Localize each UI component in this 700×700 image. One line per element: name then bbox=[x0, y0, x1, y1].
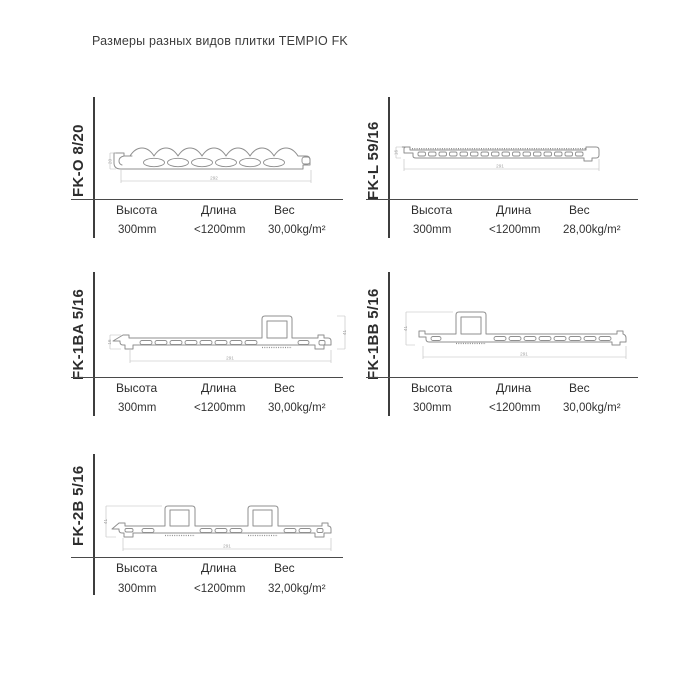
header-weight: Вес bbox=[569, 381, 590, 395]
header-height: Высота bbox=[116, 561, 158, 575]
table-header-row: Высота Длина Вес bbox=[70, 381, 362, 397]
table-value-row: 300mm <1200mm 28,00kg/m² bbox=[365, 224, 657, 240]
header-height: Высота bbox=[116, 203, 158, 217]
table-top-rule bbox=[71, 377, 343, 379]
dim-thickness: 20 bbox=[108, 159, 113, 165]
dim-batten-height: 41 bbox=[403, 326, 408, 332]
value-weight: 30,00kg/m² bbox=[268, 224, 326, 236]
section-fk-2b: FK-2B 5/16 41 291 Высота Длина Вес bbox=[70, 440, 362, 605]
dim-width: 291 bbox=[223, 544, 231, 549]
section-label: FK-2B 5/16 bbox=[70, 465, 87, 547]
value-length: <1200mm bbox=[194, 402, 246, 414]
dim-width: 291 bbox=[496, 164, 504, 169]
header-length: Длина bbox=[201, 381, 237, 395]
value-height: 300mm bbox=[118, 224, 157, 236]
profile-drawing-fk-1ba: 16 41 291 bbox=[107, 315, 347, 363]
header-height: Высота bbox=[411, 381, 453, 395]
table-header-row: Высота Длина Вес bbox=[70, 203, 362, 219]
header-length: Длина bbox=[496, 203, 532, 217]
value-height: 300mm bbox=[118, 583, 157, 595]
value-length: <1200mm bbox=[194, 224, 246, 236]
value-height: 300mm bbox=[413, 402, 452, 414]
dim-width: 291 bbox=[226, 356, 234, 361]
dim-batten-height: 41 bbox=[103, 519, 108, 525]
dim-thickness: 16 bbox=[394, 150, 399, 156]
header-length: Длина bbox=[201, 561, 237, 575]
value-weight: 28,00kg/m² bbox=[563, 224, 621, 236]
section-fk-l: FK-L 59/16 16 291 Высота bbox=[365, 95, 657, 260]
header-height: Высота bbox=[116, 381, 158, 395]
page-title: Размеры разных видов плитки TEMPIO FK bbox=[92, 34, 348, 48]
profile-drawing-fk-l: 16 291 bbox=[394, 146, 600, 171]
dim-width: 292 bbox=[210, 176, 218, 181]
header-weight: Вес bbox=[274, 561, 295, 575]
table-value-row: 300mm <1200mm 32,00kg/m² bbox=[70, 583, 362, 599]
table-header-row: Высота Длина Вес bbox=[365, 203, 657, 219]
section-divider-vertical bbox=[93, 454, 95, 595]
header-weight: Вес bbox=[274, 381, 295, 395]
header-weight: Вес bbox=[274, 203, 295, 217]
table-value-row: 300mm <1200mm 30,00kg/m² bbox=[70, 224, 362, 240]
dim-thickness: 16 bbox=[107, 339, 112, 345]
section-divider-vertical bbox=[388, 97, 390, 238]
table-header-row: Высота Длина Вес bbox=[70, 561, 362, 577]
value-height: 300mm bbox=[413, 224, 452, 236]
profile-drawing-fk-o: 20 292 bbox=[108, 147, 312, 183]
section-divider-vertical bbox=[93, 97, 95, 238]
profile-drawing-fk-2b: 41 291 bbox=[103, 505, 332, 551]
header-length: Длина bbox=[496, 381, 532, 395]
table-top-rule bbox=[366, 377, 638, 379]
header-length: Длина bbox=[201, 203, 237, 217]
section-fk-1ba: FK-1BA 5/16 16 41 291 Высота Длина Вес bbox=[70, 268, 362, 433]
value-height: 300mm bbox=[118, 402, 157, 414]
section-divider-vertical bbox=[388, 272, 390, 416]
table-header-row: Высота Длина Вес bbox=[365, 381, 657, 397]
table-top-rule bbox=[71, 557, 343, 559]
section-fk-1bb: FK-1BB 5/16 41 291 Высота Длина Вес 30 bbox=[365, 268, 657, 433]
profile-drawing-fk-1bb: 41 291 bbox=[403, 311, 627, 359]
table-value-row: 300mm <1200mm 30,00kg/m² bbox=[365, 402, 657, 418]
value-weight: 32,00kg/m² bbox=[268, 583, 326, 595]
value-weight: 30,00kg/m² bbox=[268, 402, 326, 414]
value-length: <1200mm bbox=[194, 583, 246, 595]
value-length: <1200mm bbox=[489, 402, 541, 414]
value-weight: 30,00kg/m² bbox=[563, 402, 621, 414]
table-top-rule bbox=[366, 199, 638, 201]
table-value-row: 300mm <1200mm 30,00kg/m² bbox=[70, 402, 362, 418]
header-weight: Вес bbox=[569, 203, 590, 217]
section-divider-vertical bbox=[93, 272, 95, 416]
section-fk-o: FK-O 8/20 20 292 Высота Длина Вес 300mm … bbox=[70, 95, 362, 260]
dim-width: 291 bbox=[520, 352, 528, 357]
value-length: <1200mm bbox=[489, 224, 541, 236]
dim-batten-height: 41 bbox=[342, 330, 347, 336]
table-top-rule bbox=[71, 199, 343, 201]
header-height: Высота bbox=[411, 203, 453, 217]
